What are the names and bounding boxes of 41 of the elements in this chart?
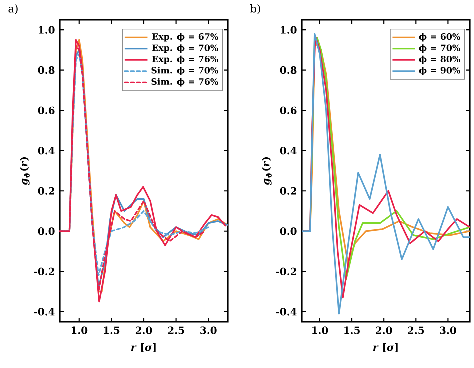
legend-label: Sim. ϕ = 76% [152,78,218,87]
y-tick-label: -0.2 [34,268,54,276]
y-tick-label: -0.2 [276,268,296,276]
y-tick-label: -0.4 [34,308,55,316]
x-tick-label: 3.0 [200,326,217,334]
y-tick-label: 0.0 [38,228,55,236]
x-tick-label: 2.0 [136,326,152,334]
y-tick-label: 0.8 [280,66,297,74]
y-tick-label: 0.4 [280,147,297,155]
x-tick-label: 1.5 [104,326,120,334]
legend-label: Exp. ϕ = 76% [152,56,218,64]
y-tick-label: 0.2 [38,187,54,195]
y-tick-label: -0.4 [276,308,297,316]
x-tick-label: 2.0 [376,326,392,334]
x-tick-label: 1.0 [72,326,88,334]
x-tick-label: 2.5 [408,326,424,334]
y-tick-label: 0.8 [38,66,55,74]
legend-label: ϕ = 90% [419,67,460,76]
legend-label: Exp. ϕ = 67% [152,33,218,42]
x-tick-label: 1.5 [344,326,360,334]
x-axis-title: r [σ] [373,343,398,352]
x-tick-label: 2.5 [168,326,184,334]
y-tick-label: 0.6 [280,106,297,114]
y-tick-label: 1.0 [281,26,297,34]
y-axis-title: g$_{ϑ}$(r) [20,157,30,186]
legend-label: Exp. ϕ = 70% [152,44,218,53]
chart-title: b) [250,4,260,14]
x-tick-label: 1.0 [312,326,328,334]
legend-label: ϕ = 60% [419,33,460,42]
y-axis-title: g$_{ϑ}$(r) [262,157,272,186]
y-tick-label: 0.0 [280,228,297,236]
y-tick-label: 0.6 [38,106,55,114]
y-tick-label: 0.2 [280,187,296,195]
x-tick-label: 3.0 [440,326,456,334]
y-tick-label: 1.0 [39,26,55,34]
chart-title: a) [8,4,18,14]
x-axis-title: r [σ] [131,343,156,352]
legend-label: Sim. ϕ = 70% [152,67,218,76]
legend-label: ϕ = 70% [419,44,460,53]
legend-label: ϕ = 80% [419,56,460,64]
y-tick-label: 0.4 [38,147,55,155]
